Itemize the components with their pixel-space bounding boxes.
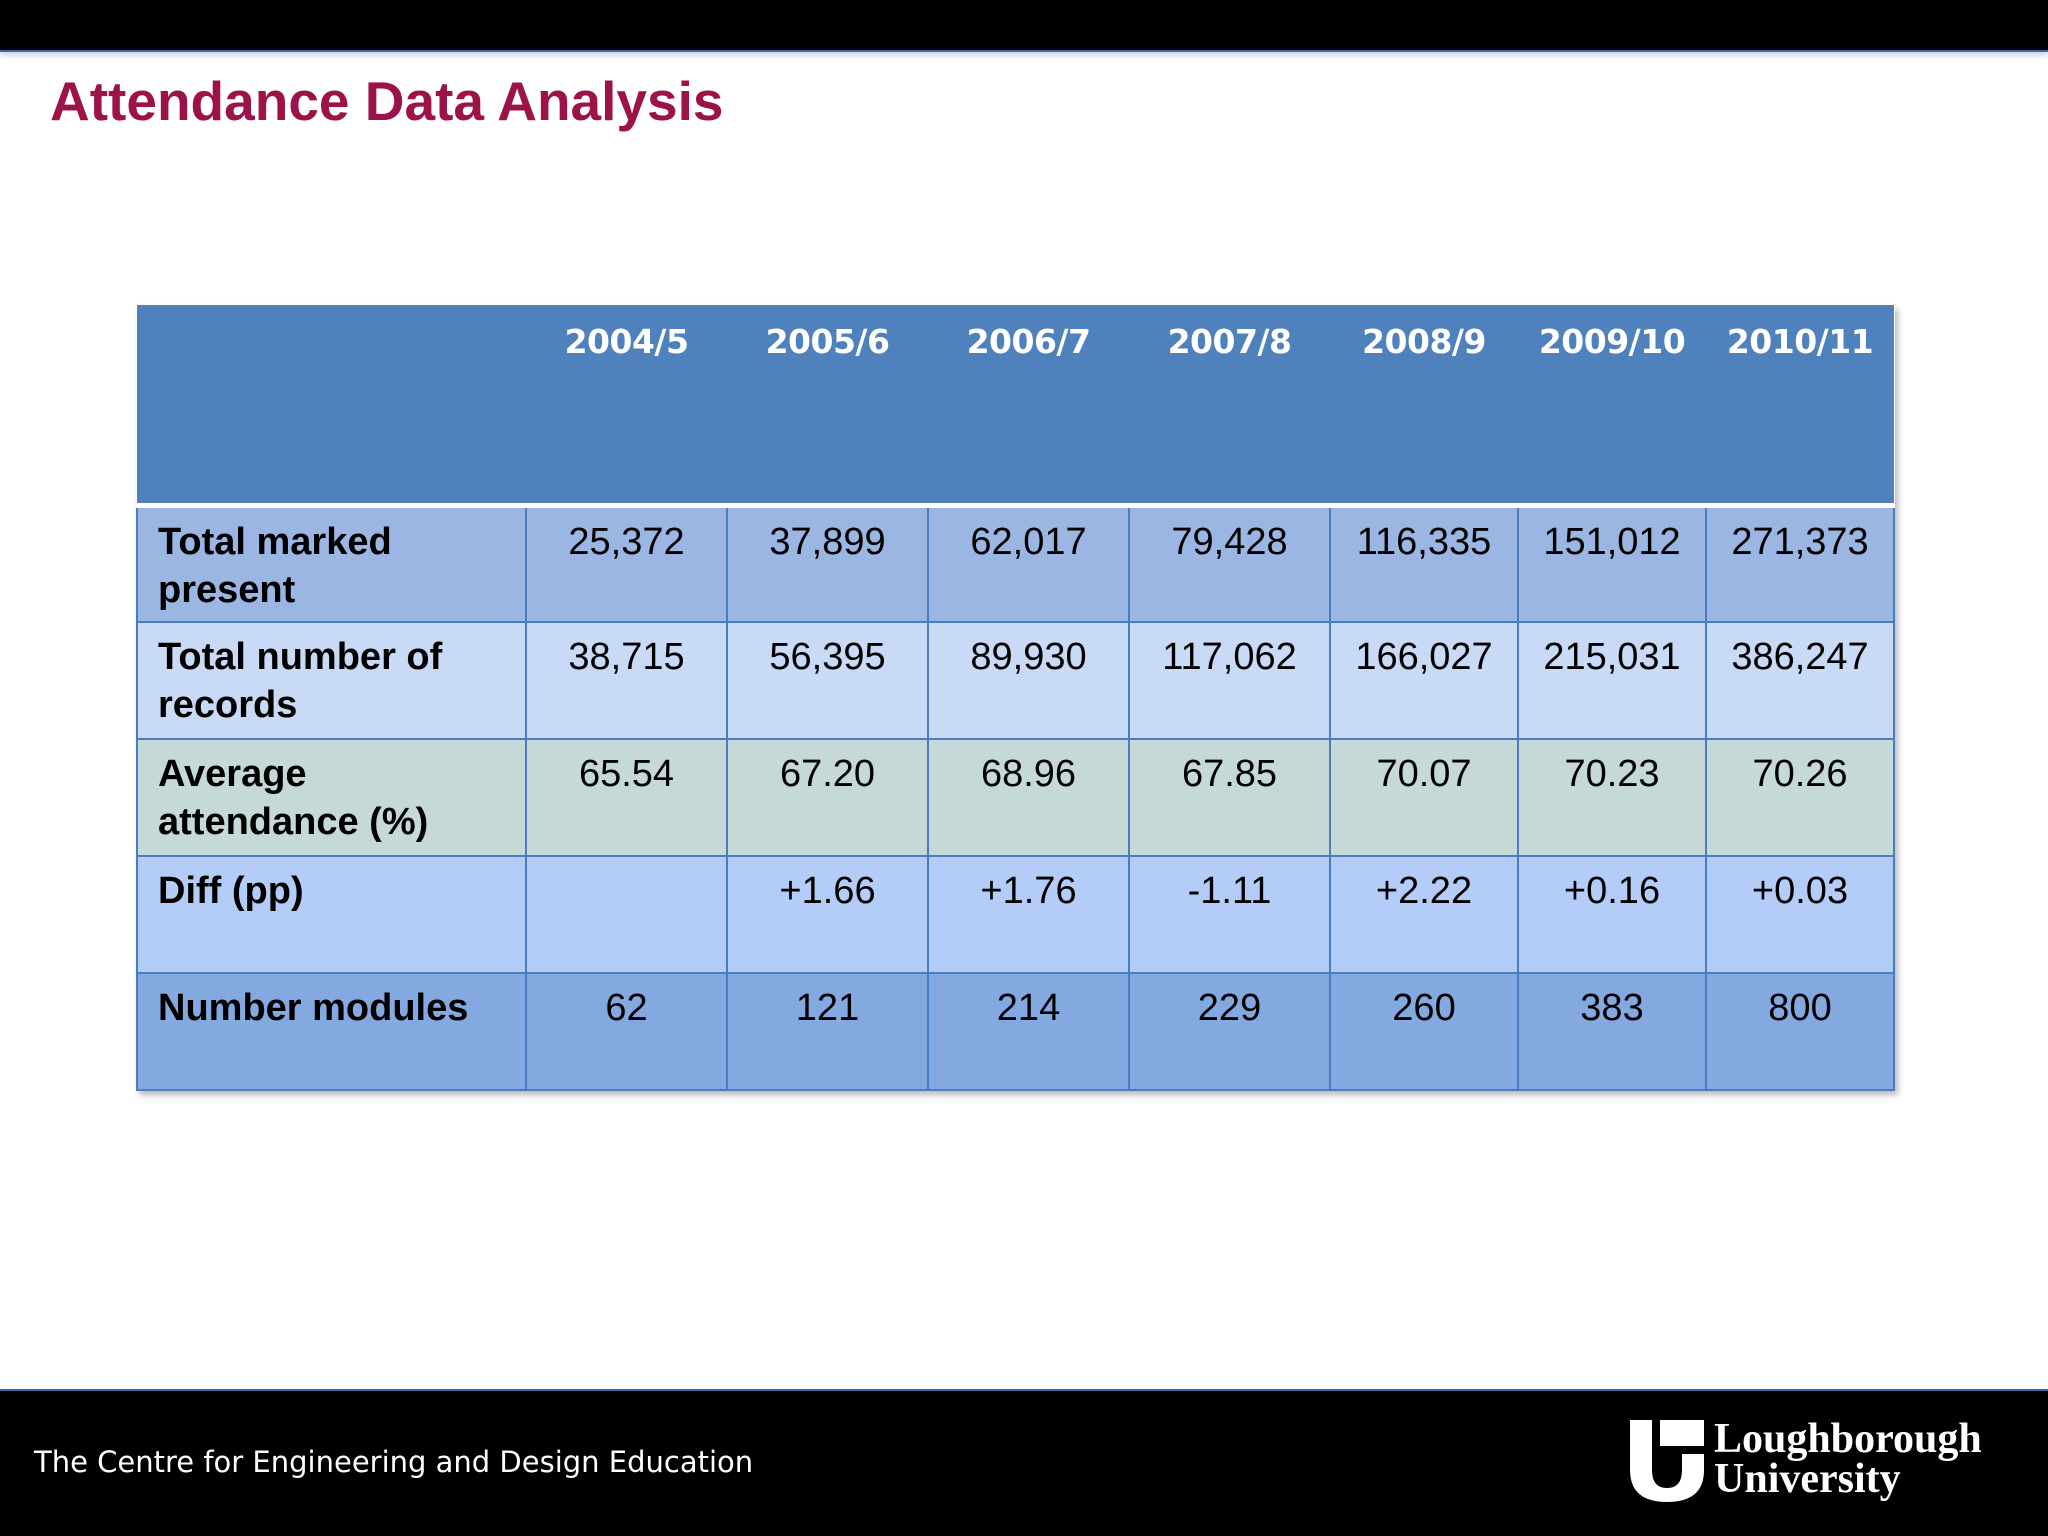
table-row-total-marked-present: Total marked present 25,372 37,899 62,01… (136, 504, 1895, 623)
table-cell: 215,031 (1517, 621, 1707, 740)
row-label: Total marked present (136, 504, 527, 623)
table-cell: 38,715 (525, 621, 728, 740)
table-row-number-modules: Number modules 62 121 214 229 260 383 80… (136, 972, 1895, 1091)
table-cell: 62,017 (927, 504, 1130, 623)
header-cell-year: 2010/11 (1706, 305, 1894, 508)
table-cell: 68.96 (927, 738, 1130, 857)
table-cell: 56,395 (726, 621, 929, 740)
header-cell-year: 2006/7 (928, 305, 1129, 508)
table-cell: 117,062 (1128, 621, 1331, 740)
table-cell: 166,027 (1329, 621, 1519, 740)
table-cell: 62 (525, 972, 728, 1091)
table-cell: +2.22 (1329, 855, 1519, 974)
top-bar (0, 0, 2048, 50)
table-row-total-records: Total number of records 38,715 56,395 89… (136, 621, 1895, 740)
slide-title: Attendance Data Analysis (50, 70, 724, 132)
table-cell: 89,930 (927, 621, 1130, 740)
university-shield-icon (1630, 1420, 1704, 1502)
table-cell: 116,335 (1329, 504, 1519, 623)
table-cell: 214 (927, 972, 1130, 1091)
table-cell: 386,247 (1705, 621, 1895, 740)
table-cell: 67.20 (726, 738, 929, 857)
row-label: Average attendance (%) (136, 738, 527, 857)
table-cell: 70.26 (1705, 738, 1895, 857)
table-cell: 121 (726, 972, 929, 1091)
table-cell: 271,373 (1705, 504, 1895, 623)
table-header-row: 2004/5 2005/6 2006/7 2007/8 2008/9 2009/… (137, 305, 1894, 508)
row-label: Diff (pp) (136, 855, 527, 974)
table-row-average-attendance: Average attendance (%) 65.54 67.20 68.96… (136, 738, 1895, 857)
footer-bar (0, 1389, 2048, 1536)
row-label: Total number of records (136, 621, 527, 740)
table-cell: 229 (1128, 972, 1331, 1091)
university-logo: Loughborough University (1628, 1416, 2008, 1506)
attendance-table: 2004/5 2005/6 2006/7 2007/8 2008/9 2009/… (136, 305, 1895, 1091)
logo-wordmark-line2: University (1714, 1456, 1901, 1502)
header-cell-year: 2007/8 (1129, 305, 1330, 508)
table-cell: 151,012 (1517, 504, 1707, 623)
table-cell: 37,899 (726, 504, 929, 623)
table-cell: +1.66 (726, 855, 929, 974)
row-label: Number modules (136, 972, 527, 1091)
table-cell: 65.54 (525, 738, 728, 857)
table-cell: 25,372 (525, 504, 728, 623)
header-cell-year: 2008/9 (1330, 305, 1518, 508)
footer-text: The Centre for Engineering and Design Ed… (34, 1445, 754, 1479)
table-cell: 260 (1329, 972, 1519, 1091)
table-cell: 800 (1705, 972, 1895, 1091)
table-cell: +1.76 (927, 855, 1130, 974)
table-cell: 70.07 (1329, 738, 1519, 857)
table-cell (525, 855, 728, 974)
logo-wordmark-line1: Loughborough (1714, 1416, 1982, 1462)
header-cell-blank (137, 305, 526, 508)
table-cell: +0.16 (1517, 855, 1707, 974)
table-cell: -1.11 (1128, 855, 1331, 974)
table-cell: 70.23 (1517, 738, 1707, 857)
table-cell: +0.03 (1705, 855, 1895, 974)
header-cell-year: 2005/6 (727, 305, 928, 508)
header-cell-year: 2004/5 (526, 305, 727, 508)
table-cell: 79,428 (1128, 504, 1331, 623)
table-cell: 383 (1517, 972, 1707, 1091)
table-row-diff: Diff (pp) +1.66 +1.76 -1.11 +2.22 +0.16 … (136, 855, 1895, 974)
table-cell: 67.85 (1128, 738, 1331, 857)
header-cell-year: 2009/10 (1518, 305, 1706, 508)
